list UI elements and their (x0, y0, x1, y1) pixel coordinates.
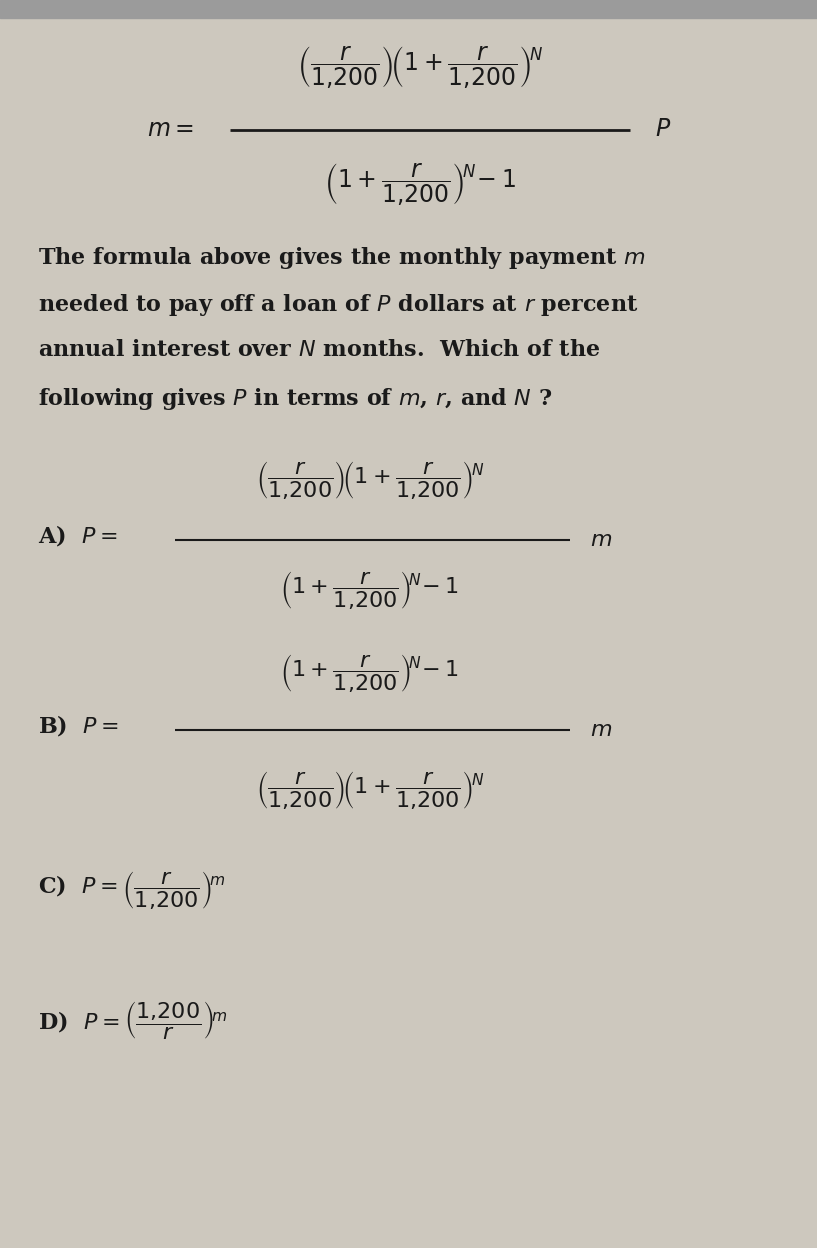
Text: D)  $P=\left(\dfrac{1{,}200}{r}\right)^{\!m}$: D) $P=\left(\dfrac{1{,}200}{r}\right)^{\… (38, 998, 228, 1041)
Text: $m$: $m$ (590, 529, 612, 552)
Text: The formula above gives the monthly payment $m$: The formula above gives the monthly paym… (38, 245, 645, 271)
Text: following gives $P$ in terms of $m$, $r$, and $N$ ?: following gives $P$ in terms of $m$, $r$… (38, 386, 552, 412)
Text: $\left(1+\dfrac{r}{1{,}200}\right)^{\!N}\!-1$: $\left(1+\dfrac{r}{1{,}200}\right)^{\!N}… (280, 569, 459, 612)
Text: A)  $P=$: A) $P=$ (38, 523, 118, 548)
Text: needed to pay off a loan of $P$ dollars at $r$ percent: needed to pay off a loan of $P$ dollars … (38, 292, 638, 318)
Bar (0, 0, 817, 17)
Text: $\left(1+\dfrac{r}{1{,}200}\right)^{\!N}\!-1$: $\left(1+\dfrac{r}{1{,}200}\right)^{\!N}… (324, 162, 516, 208)
Text: B)  $P=$: B) $P=$ (38, 713, 118, 738)
Text: $m=$: $m=$ (146, 119, 194, 141)
Text: $\left(1+\dfrac{r}{1{,}200}\right)^{\!N}\!-1$: $\left(1+\dfrac{r}{1{,}200}\right)^{\!N}… (280, 651, 459, 694)
Text: $m$: $m$ (590, 719, 612, 741)
Text: C)  $P=\left(\dfrac{r}{1{,}200}\right)^{\!m}$: C) $P=\left(\dfrac{r}{1{,}200}\right)^{\… (38, 869, 226, 911)
Text: $\left(\dfrac{r}{1{,}200}\right)\!\left(1+\dfrac{r}{1{,}200}\right)^{\!N}$: $\left(\dfrac{r}{1{,}200}\right)\!\left(… (256, 769, 484, 811)
Text: $\left(\dfrac{r}{1{,}200}\right)\!\left(1+\dfrac{r}{1{,}200}\right)^{\!N}$: $\left(\dfrac{r}{1{,}200}\right)\!\left(… (256, 459, 484, 500)
Text: $P$: $P$ (655, 119, 672, 141)
Text: $\left(\dfrac{r}{1{,}200}\right)\!\left(1+\dfrac{r}{1{,}200}\right)^{\!N}$: $\left(\dfrac{r}{1{,}200}\right)\!\left(… (297, 45, 543, 91)
Text: annual interest over $N$ months.  Which of the: annual interest over $N$ months. Which o… (38, 339, 600, 361)
